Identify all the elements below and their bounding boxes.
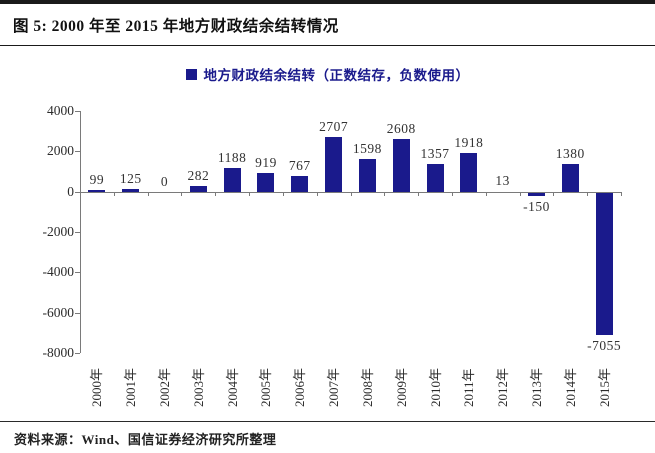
bar [223, 167, 241, 192]
bar-value-label: 767 [288, 158, 311, 174]
bar-value-label: 0 [160, 173, 169, 189]
y-axis-tick [75, 111, 80, 112]
x-axis-tick [451, 191, 453, 196]
x-axis-tick [384, 191, 386, 196]
y-axis-tick [75, 191, 80, 193]
x-axis-label: 2011年 [461, 368, 477, 407]
x-axis-tick [519, 191, 521, 196]
figure-titlebar: 图 5: 2000 年至 2015 年地方财政结余结转情况 [0, 0, 655, 46]
source-note: 资料来源：Wind、国信证券经济研究所整理 [0, 421, 655, 448]
bar [88, 189, 106, 192]
bar-value-label: 1598 [352, 141, 382, 157]
bar-value-label: 1357 [420, 146, 450, 162]
bar-value-label: 2707 [319, 119, 349, 135]
y-axis-tick [75, 232, 80, 233]
bar [527, 192, 545, 196]
legend-label: 地方财政结余结转（正数结存，负数使用） [203, 68, 470, 83]
x-axis-label: 2015年 [596, 367, 612, 407]
chart-legend: 地方财政结余结转（正数结存，负数使用） [0, 62, 655, 86]
bar [595, 192, 613, 335]
x-axis-label: 2012年 [495, 367, 511, 407]
x-axis-label: 2000年 [89, 367, 105, 407]
x-axis-tick [587, 191, 589, 196]
x-axis-tick [215, 191, 217, 196]
x-axis-tick [249, 191, 251, 196]
y-axis-tick-label: -8000 [42, 345, 75, 360]
bar [358, 159, 376, 192]
bar [291, 176, 309, 192]
x-axis-label: 2004年 [224, 367, 240, 407]
y-axis-tick-label: -2000 [42, 224, 75, 239]
y-axis-tick [75, 312, 80, 314]
bar [325, 137, 343, 192]
y-axis-tick [75, 272, 80, 274]
x-axis-tick [553, 191, 555, 196]
x-axis-label: 2003年 [190, 367, 206, 407]
x-axis-tick [418, 191, 420, 196]
x-axis-tick [350, 191, 352, 196]
y-axis-line [80, 111, 81, 353]
y-axis-tick-label: 4000 [47, 103, 74, 118]
x-axis-label: 2009年 [393, 367, 409, 407]
x-axis-tick [485, 191, 487, 196]
bar-value-label: 125 [119, 171, 142, 187]
bar-value-label: 1918 [454, 134, 484, 150]
y-axis-tick-label: -4000 [42, 264, 75, 280]
bar [257, 173, 275, 192]
bar-value-label: 1188 [217, 149, 247, 165]
bar-value-label: 919 [255, 155, 277, 171]
bar [189, 185, 207, 192]
x-axis-tick [282, 191, 284, 196]
x-axis-label: 2006年 [292, 367, 308, 407]
bar-value-label: 2608 [386, 121, 416, 137]
x-axis-label: 2013年 [528, 367, 544, 407]
x-axis-label: 2010年 [427, 367, 443, 407]
bar [122, 189, 140, 192]
bar-value-label: 282 [187, 167, 210, 183]
bar [460, 152, 478, 192]
x-axis-label: 2005年 [258, 367, 274, 407]
x-axis-label: 2002年 [157, 367, 173, 407]
bar-value-label: -150 [523, 198, 550, 214]
x-axis-label: 2014年 [562, 367, 578, 407]
y-axis-tick-label: -6000 [42, 304, 75, 320]
x-axis-label: 2007年 [326, 367, 342, 407]
y-axis-tick-label: 0 [67, 183, 74, 199]
y-axis-tick-label: 2000 [47, 143, 74, 159]
legend-swatch-icon [185, 68, 197, 80]
bar-value-label: 99 [89, 171, 105, 187]
x-axis-tick [147, 191, 149, 196]
figure-title: 图 5: 2000 年至 2015 年地方财政结余结转情况 [13, 18, 339, 35]
x-axis-tick [113, 191, 115, 196]
y-axis-tick [75, 353, 80, 354]
x-axis-label: 2008年 [359, 367, 375, 407]
bar-value-label: 13 [495, 173, 510, 189]
bar-value-label: -7055 [587, 337, 622, 353]
bar [426, 164, 444, 192]
bar [392, 139, 410, 192]
y-axis-tick [75, 151, 80, 153]
x-axis-tick [181, 191, 183, 196]
x-axis-tick [316, 191, 318, 196]
x-axis-label: 2001年 [123, 367, 139, 407]
x-axis-tick [621, 191, 622, 196]
bar-chart: 4000 2000 0 -2000 -4000 -6000 -8000 99 2000年 125 2… [0, 95, 655, 415]
bar-value-label: 1380 [555, 145, 585, 161]
bar [561, 163, 579, 192]
